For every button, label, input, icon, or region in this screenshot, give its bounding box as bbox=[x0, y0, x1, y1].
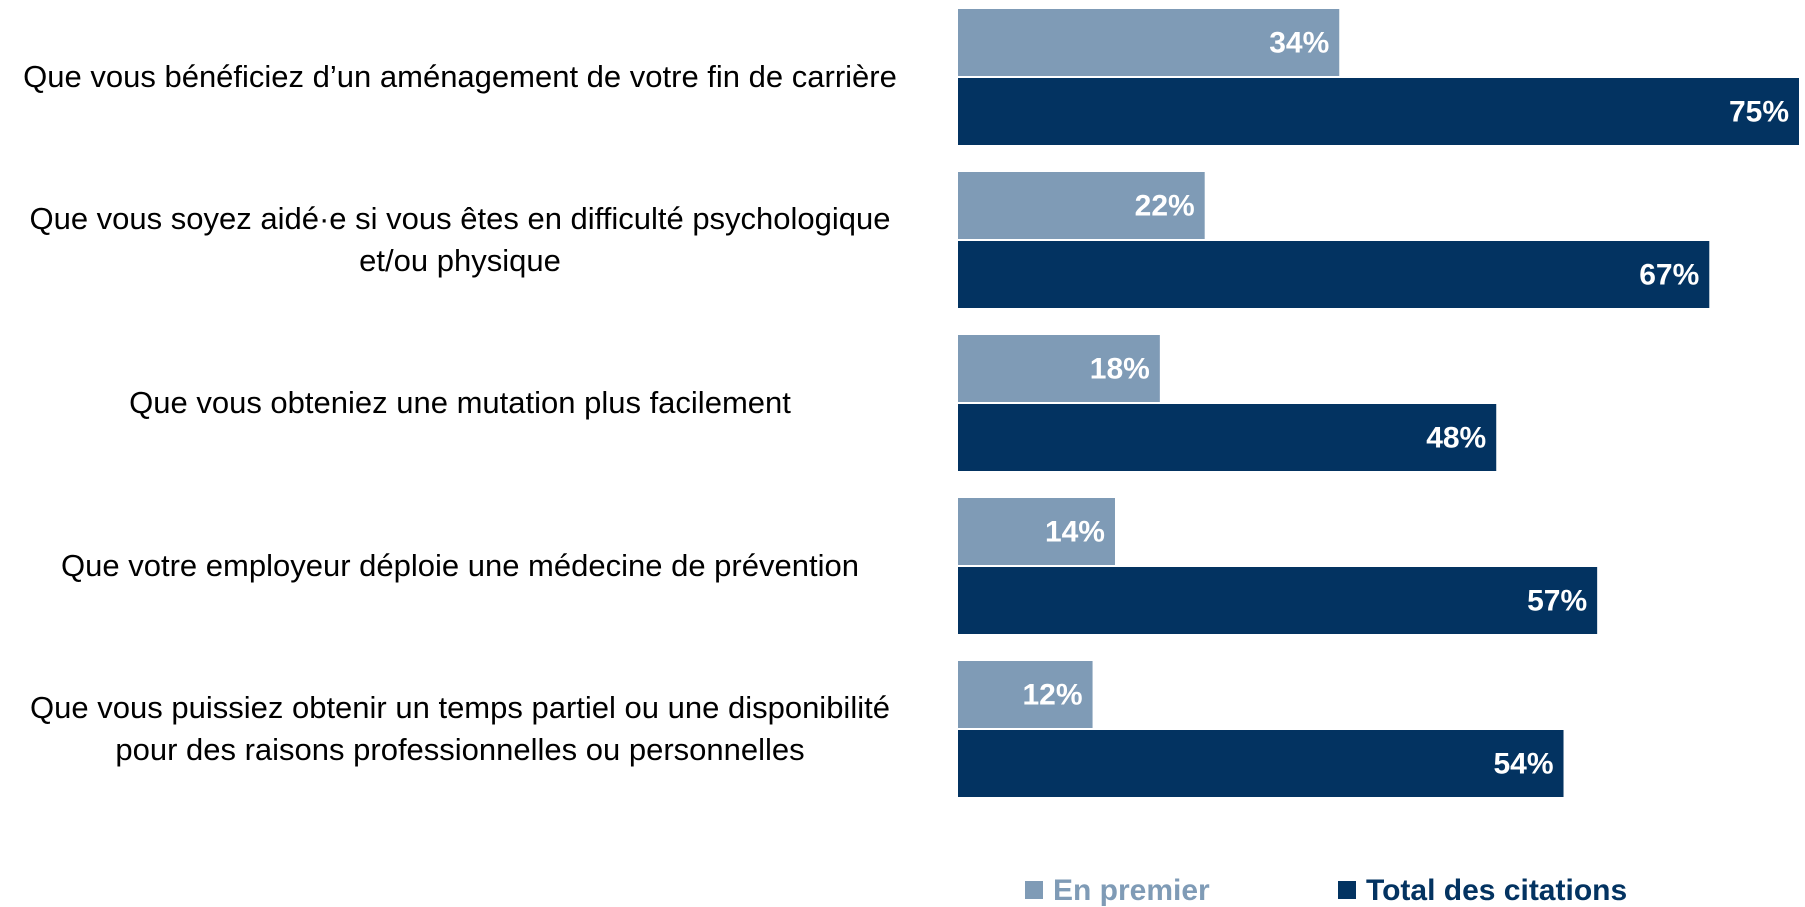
bar bbox=[958, 404, 1497, 471]
data-label: 54% bbox=[1493, 747, 1553, 780]
legend-label: En premier bbox=[1053, 874, 1210, 907]
bar bbox=[958, 567, 1598, 634]
bar bbox=[958, 9, 1340, 76]
data-label: 12% bbox=[1023, 678, 1083, 711]
bar bbox=[958, 661, 1093, 728]
data-label: 57% bbox=[1527, 584, 1587, 617]
data-label: 14% bbox=[1045, 515, 1105, 548]
bar bbox=[958, 730, 1564, 797]
legend-swatch bbox=[1025, 881, 1043, 899]
category-label: Que vous bénéficiez d’un aménagement de … bbox=[23, 59, 897, 95]
data-label: 34% bbox=[1269, 26, 1329, 59]
bar bbox=[958, 78, 1799, 145]
data-label: 67% bbox=[1639, 258, 1699, 291]
data-label: 22% bbox=[1135, 189, 1195, 222]
bar bbox=[958, 498, 1115, 565]
category-label: Que votre employeur déploie une médecine… bbox=[61, 548, 859, 584]
category-label: Que vous soyez aidé·e si vous êtes en di… bbox=[29, 201, 891, 278]
bar bbox=[958, 241, 1710, 308]
bar bbox=[958, 335, 1160, 402]
legend-swatch bbox=[1338, 881, 1356, 899]
data-label: 75% bbox=[1729, 95, 1789, 128]
bar bbox=[958, 172, 1205, 239]
legend-label: Total des citations bbox=[1366, 874, 1627, 907]
category-label: Que vous puissiez obtenir un temps parti… bbox=[30, 690, 890, 767]
category-label: Que vous obteniez une mutation plus faci… bbox=[129, 385, 791, 421]
data-label: 48% bbox=[1426, 421, 1486, 454]
data-label: 18% bbox=[1090, 352, 1150, 385]
